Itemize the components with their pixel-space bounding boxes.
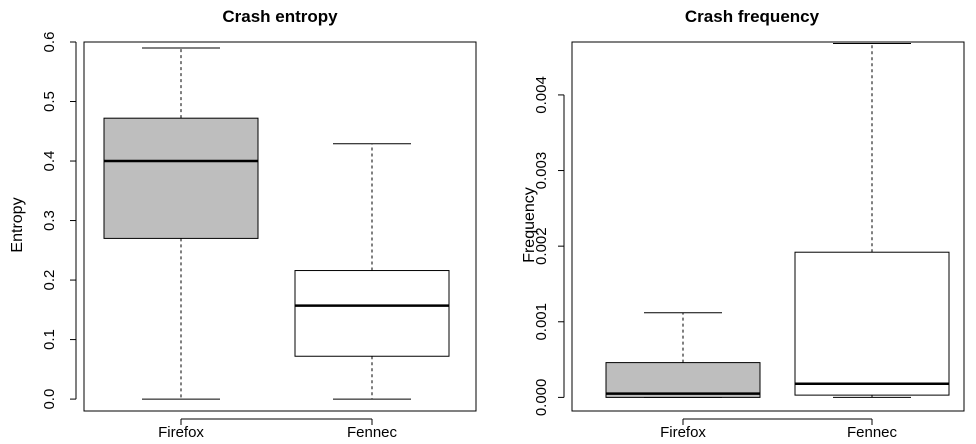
chart-title: Crash frequency [685,7,820,26]
y-tick-label: 0.5 [41,91,58,112]
boxes [605,43,950,398]
x-axis: Firefox Fennec [158,418,398,441]
y-tick-label: 0.0 [41,389,58,410]
y-tick-label: 0.3 [41,210,58,231]
plot-frame [571,41,965,412]
chart-title: Crash entropy [222,7,338,26]
x-tick-label: Firefox [660,424,706,441]
boxes [103,47,450,400]
y-tick-label: 0.003 [533,152,550,190]
iqr-box [103,117,259,239]
box-fennec [294,143,450,400]
iqr-box [605,362,761,398]
y-tick-label: 0.004 [533,76,550,114]
x-tick-label: Firefox [158,424,204,441]
box-firefox [605,312,761,398]
x-axis: Firefox Fennec [660,418,898,441]
y-tick-label: 0.1 [41,329,58,350]
x-tick-label: Fennec [847,424,898,441]
x-tick-label: Fennec [347,424,398,441]
y-axis-label: Frequency [521,187,538,263]
iqr-box [794,251,950,396]
iqr-box [294,270,450,357]
y-tick-label: 0.4 [41,151,58,172]
y-tick-label: 0.6 [41,32,58,53]
y-tick-label: 0.001 [533,303,550,341]
chart-frequency: Crash frequency Frequency 0.0000.0010.00… [521,7,965,441]
box-firefox [103,47,259,400]
y-axis-label: Entropy [9,197,26,252]
box-fennec [794,43,950,398]
y-axis: 0.000 0.001 0.002 0.003 0.004 [533,76,565,417]
y-tick-label: 0.002 [533,227,550,265]
y-axis: 0.0 0.1 0.2 0.3 0.4 0.5 0.6 [41,32,77,410]
chart-entropy: Crash entropy Entropy 0.0 0.1 0.2 0.3 0.4 0.5… [9,7,477,441]
y-tick-label: 0.000 [533,379,550,417]
plot-frame [83,41,477,412]
y-tick-label: 0.2 [41,270,58,291]
